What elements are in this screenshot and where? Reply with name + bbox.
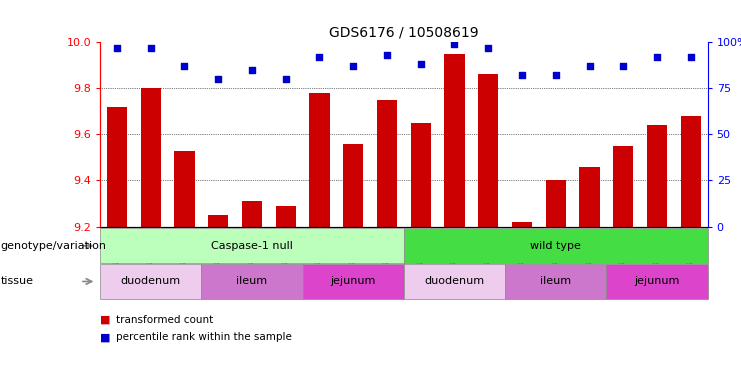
- Point: [111, 45, 123, 51]
- Point: [348, 63, 359, 69]
- Text: percentile rank within the sample: percentile rank within the sample: [116, 332, 292, 342]
- Bar: [208, 215, 228, 227]
- Point: [246, 67, 258, 73]
- Bar: [478, 74, 499, 227]
- Point: [584, 63, 596, 69]
- Bar: [174, 151, 195, 227]
- Bar: [309, 93, 330, 227]
- Title: GDS6176 / 10508619: GDS6176 / 10508619: [329, 26, 479, 40]
- Point: [516, 72, 528, 78]
- Bar: [343, 144, 363, 227]
- Text: ileum: ileum: [540, 276, 571, 286]
- Point: [313, 54, 325, 60]
- Bar: [377, 100, 397, 227]
- Bar: [141, 88, 161, 227]
- Bar: [579, 167, 599, 227]
- Text: duodenum: duodenum: [425, 276, 485, 286]
- Bar: [107, 107, 127, 227]
- Bar: [411, 123, 431, 227]
- Text: tissue: tissue: [1, 276, 34, 286]
- Point: [448, 41, 460, 47]
- Point: [550, 72, 562, 78]
- Bar: [613, 146, 634, 227]
- Bar: [545, 180, 566, 227]
- Bar: [242, 201, 262, 227]
- Bar: [445, 54, 465, 227]
- Text: jejunum: jejunum: [634, 276, 679, 286]
- Text: ileum: ileum: [236, 276, 268, 286]
- Text: ■: ■: [100, 315, 110, 325]
- Text: duodenum: duodenum: [121, 276, 181, 286]
- Text: jejunum: jejunum: [330, 276, 376, 286]
- Point: [651, 54, 663, 60]
- Bar: [681, 116, 701, 227]
- Text: transformed count: transformed count: [116, 315, 213, 325]
- Text: genotype/variation: genotype/variation: [1, 241, 107, 251]
- Bar: [512, 222, 532, 227]
- Point: [415, 61, 427, 68]
- Bar: [647, 125, 667, 227]
- Bar: [276, 206, 296, 227]
- Point: [381, 52, 393, 58]
- Point: [685, 54, 697, 60]
- Point: [179, 63, 190, 69]
- Point: [617, 63, 629, 69]
- Text: Caspase-1 null: Caspase-1 null: [211, 241, 293, 251]
- Point: [280, 76, 292, 82]
- Point: [482, 45, 494, 51]
- Text: ■: ■: [100, 332, 110, 342]
- Point: [144, 45, 156, 51]
- Point: [212, 76, 224, 82]
- Text: wild type: wild type: [531, 241, 581, 251]
